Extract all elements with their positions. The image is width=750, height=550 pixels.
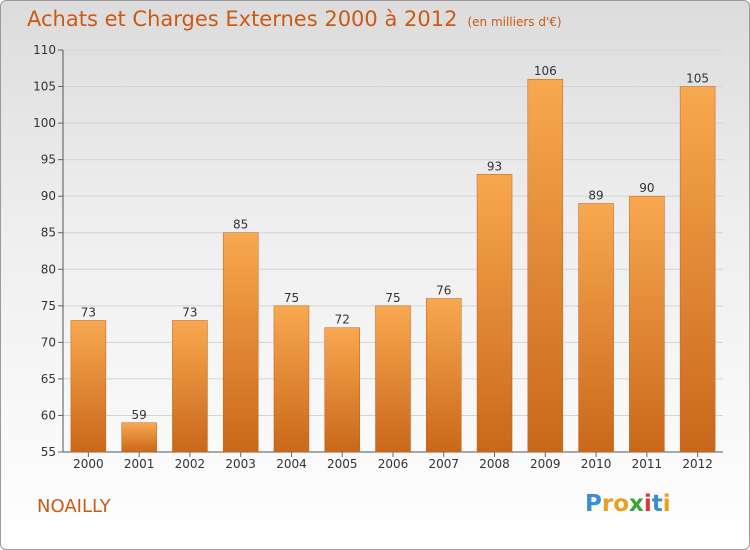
bar [629, 195, 665, 453]
bar [375, 305, 411, 453]
data-label: 76 [436, 284, 451, 298]
bar [527, 78, 564, 453]
bar [578, 203, 614, 453]
y-tick-label: 100 [33, 116, 56, 130]
x-tick-label: 2011 [632, 457, 663, 471]
logo-letter: o [613, 491, 630, 517]
data-label: 106 [534, 64, 557, 78]
bars [70, 78, 716, 453]
logo-letter: i [643, 491, 652, 517]
title-row: Achats et Charges Externes 2000 à 2012 (e… [27, 7, 562, 31]
data-label: 75 [385, 291, 400, 305]
y-tick-label: 110 [33, 43, 56, 57]
x-tick-labels: 2000 2001 2002 2003 2004 2005 2006 2007 2008 2009… [73, 457, 713, 471]
logo-letter: t [651, 491, 663, 517]
y-tick-label: 95 [41, 153, 56, 167]
data-label: 89 [588, 188, 603, 202]
data-labels: 73 59 73 85 75 72 75 76 93 106 89 90 105 [81, 64, 709, 422]
data-label: 93 [487, 159, 502, 173]
logo-letter: P [585, 491, 602, 517]
bar [121, 422, 157, 453]
y-tick-label: 85 [41, 226, 56, 240]
data-label: 72 [335, 313, 350, 327]
y-tick-label: 70 [41, 335, 56, 349]
x-tick-label: 2004 [276, 457, 307, 471]
bar [679, 86, 716, 453]
data-label: 85 [233, 218, 248, 232]
logo-letter: i [662, 491, 671, 517]
data-label: 75 [284, 291, 299, 305]
y-tick-label: 90 [41, 189, 56, 203]
proxiti-logo: Proxiti [585, 491, 671, 517]
bar [476, 174, 513, 453]
data-label: 73 [182, 305, 197, 319]
x-tick-label: 2001 [124, 457, 155, 471]
commune-name: NOAILLY [37, 496, 111, 517]
y-tick-label: 60 [41, 408, 56, 422]
data-label: 90 [639, 181, 654, 195]
y-tick-label: 105 [33, 80, 56, 94]
y-tick-label: 80 [41, 262, 56, 276]
chart-subtitle: (en milliers d'€) [467, 15, 562, 29]
x-tick-label: 2003 [225, 457, 256, 471]
bar [324, 327, 360, 453]
x-tick-label: 2005 [327, 457, 358, 471]
bar [273, 305, 310, 453]
x-tick-label: 2006 [378, 457, 409, 471]
y-tick-label: 75 [41, 299, 56, 313]
x-tick-label: 2007 [428, 457, 459, 471]
y-tick-labels: 55 60 65 70 75 80 85 90 95 100 105 110 [33, 43, 56, 459]
x-tick-label: 2009 [530, 457, 561, 471]
x-tick-label: 2002 [175, 457, 206, 471]
bar [172, 320, 208, 453]
data-label: 73 [81, 305, 96, 319]
x-tick-label: 2012 [682, 457, 713, 471]
bar [222, 232, 259, 453]
data-label: 59 [132, 408, 147, 422]
bar [70, 320, 107, 453]
y-tick-label: 55 [41, 445, 56, 459]
x-tick-label: 2010 [581, 457, 612, 471]
x-tick-label: 2008 [479, 457, 510, 471]
y-tick-label: 65 [41, 372, 56, 386]
logo-letter: r [601, 491, 614, 517]
logo-letter: x [629, 491, 644, 517]
x-tick-label: 2000 [73, 457, 104, 471]
bar [426, 298, 462, 453]
data-label: 105 [686, 72, 709, 86]
chart-title: Achats et Charges Externes 2000 à 2012 [27, 7, 458, 31]
